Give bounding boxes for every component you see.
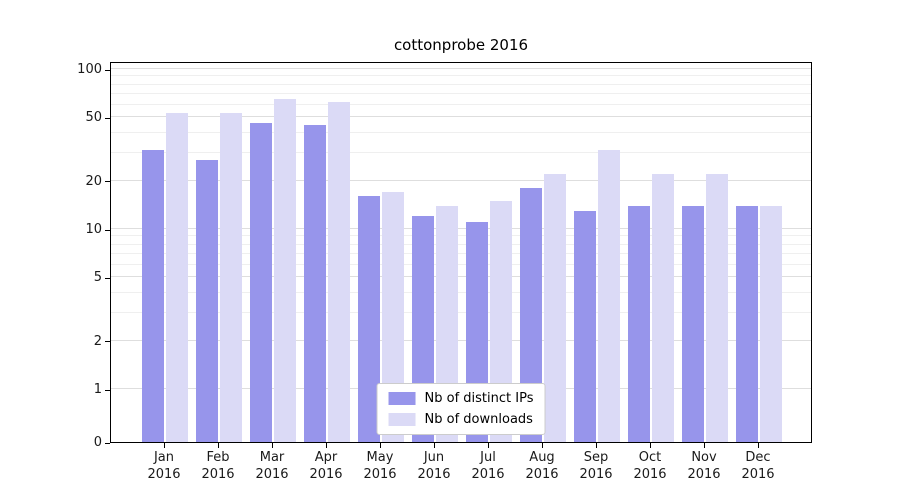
minor-gridline <box>111 75 811 77</box>
bar-downloads <box>544 174 566 442</box>
x-tick-mark <box>650 443 651 448</box>
minor-gridline <box>111 291 811 293</box>
bar-distinct-ips <box>574 210 596 442</box>
y-tick-label: 100 <box>77 62 102 77</box>
bar-downloads <box>652 174 674 442</box>
y-tick-label: 1 <box>93 382 102 397</box>
y-tick-mark <box>105 69 110 71</box>
bar-downloads <box>760 205 782 442</box>
minor-gridline <box>111 263 811 265</box>
y-tick-mark <box>105 341 110 343</box>
bar-distinct-ips <box>196 159 218 442</box>
bar-downloads <box>220 113 242 442</box>
major-gridline <box>111 68 811 69</box>
legend-item-distinct-ips: Nb of distinct IPs <box>388 391 534 406</box>
bar-distinct-ips <box>628 205 650 442</box>
major-gridline <box>111 276 811 278</box>
x-tick-label: Aug 2016 <box>525 450 559 482</box>
minor-gridline <box>111 311 811 313</box>
bar-downloads <box>706 174 728 442</box>
major-gridline <box>111 228 811 229</box>
bar-downloads <box>166 113 188 442</box>
x-tick-mark <box>326 443 327 448</box>
bar-distinct-ips <box>682 205 704 442</box>
x-tick-label: May 2016 <box>363 450 397 482</box>
x-tick-mark <box>434 443 435 448</box>
major-gridline <box>111 339 811 341</box>
x-tick-mark <box>758 443 759 448</box>
y-tick-label: 50 <box>85 110 102 126</box>
x-tick-label: Jul 2016 <box>471 450 505 482</box>
x-tick-mark <box>380 443 381 448</box>
x-tick-mark <box>488 443 489 448</box>
bar-distinct-ips <box>520 188 542 442</box>
x-tick-label: Oct 2016 <box>633 450 667 482</box>
x-tick-label: Apr 2016 <box>309 450 343 482</box>
minor-gridline <box>111 151 811 153</box>
y-tick-label: 5 <box>93 270 102 286</box>
x-tick-label: Feb 2016 <box>201 450 235 482</box>
major-gridline <box>111 116 811 118</box>
x-tick-mark <box>704 443 705 448</box>
y-tick-label: 20 <box>85 173 102 189</box>
legend-label-distinct-ips: Nb of distinct IPs <box>424 391 534 406</box>
minor-gridline <box>111 243 811 245</box>
y-tick-mark <box>105 117 110 119</box>
y-tick-mark <box>105 229 110 231</box>
bar-downloads <box>274 98 296 442</box>
bar-downloads <box>328 102 350 442</box>
bar-distinct-ips <box>304 124 326 442</box>
x-tick-label: Nov 2016 <box>687 450 721 482</box>
minor-gridline <box>111 103 811 105</box>
x-tick-label: Jan 2016 <box>147 450 181 482</box>
x-tick-mark <box>542 443 543 448</box>
x-tick-mark <box>596 443 597 448</box>
minor-gridline <box>111 252 811 254</box>
legend-label-downloads: Nb of downloads <box>424 412 533 427</box>
y-tick-mark <box>105 277 110 279</box>
chart-title: cottonprobe 2016 <box>393 36 529 54</box>
plot-area: Nb of distinct IPs Nb of downloads <box>110 62 812 443</box>
bar-distinct-ips <box>142 150 164 442</box>
x-tick-label: Jun 2016 <box>417 450 451 482</box>
y-tick-label: 2 <box>93 333 102 349</box>
bar-downloads <box>598 150 620 442</box>
legend-item-downloads: Nb of downloads <box>388 412 534 427</box>
bar-distinct-ips <box>736 205 758 442</box>
x-tick-label: Sep 2016 <box>579 450 613 482</box>
bar-downloads <box>382 192 404 442</box>
minor-gridline <box>111 235 811 237</box>
x-tick-label: Dec 2016 <box>741 450 775 482</box>
minor-gridline <box>111 131 811 133</box>
y-tick-mark <box>105 181 110 183</box>
legend-swatch-distinct-ips <box>388 392 416 405</box>
bar-downloads <box>436 205 458 442</box>
major-gridline <box>111 179 811 181</box>
legend-swatch-downloads <box>388 413 416 426</box>
y-tick-label: 0 <box>93 435 102 450</box>
y-tick-mark <box>105 442 110 444</box>
minor-gridline <box>111 92 811 94</box>
y-tick-label: 10 <box>85 222 102 237</box>
bar-distinct-ips <box>250 122 272 442</box>
y-tick-mark <box>105 389 110 391</box>
x-tick-label: Mar 2016 <box>255 450 289 482</box>
bar-downloads <box>490 200 512 442</box>
legend: Nb of distinct IPs Nb of downloads <box>376 383 546 435</box>
x-tick-mark <box>272 443 273 448</box>
minor-gridline <box>111 83 811 85</box>
x-tick-mark <box>164 443 165 448</box>
x-tick-mark <box>218 443 219 448</box>
bar-distinct-ips <box>358 196 380 442</box>
